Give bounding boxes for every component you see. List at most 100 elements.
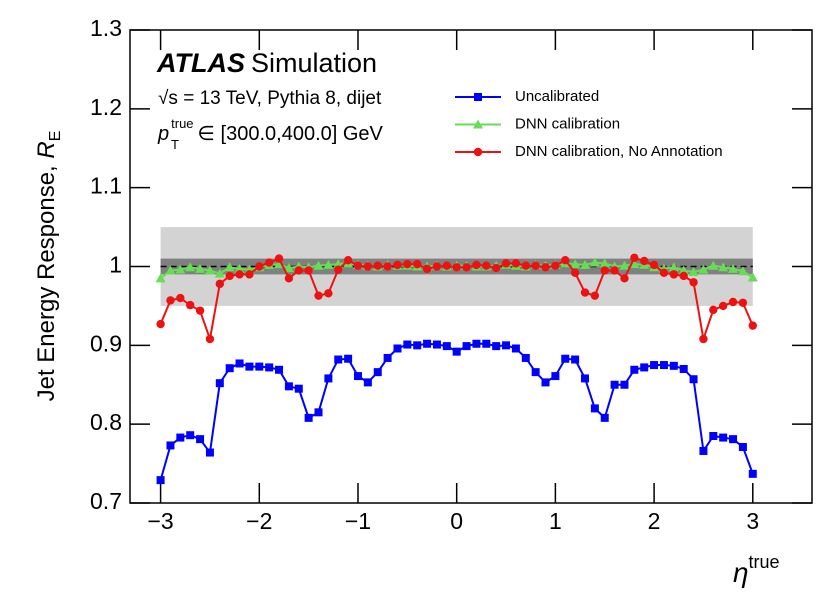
- marker: [501, 259, 511, 268]
- marker: [304, 266, 313, 275]
- marker: [688, 267, 699, 277]
- marker: [570, 268, 580, 278]
- marker: [551, 372, 560, 381]
- marker: [492, 342, 501, 351]
- marker: [205, 448, 214, 457]
- marker: [649, 260, 659, 270]
- marker: [719, 433, 728, 442]
- sub: T: [171, 137, 179, 152]
- marker: [629, 259, 640, 269]
- marker: [185, 262, 196, 272]
- marker: [610, 266, 619, 275]
- marker: [403, 340, 412, 349]
- marker: [590, 404, 599, 413]
- marker: [728, 297, 738, 307]
- y-tick-label: 1: [109, 252, 122, 278]
- marker: [541, 378, 550, 387]
- marker: [571, 355, 580, 364]
- legend-label: DNN calibration: [515, 115, 620, 132]
- plot-area: −3 −2 −1 0 1 2 3 0.7 0.8 0.9 1 1.1 1.2 1.3: [90, 15, 813, 534]
- marker: [531, 368, 540, 377]
- marker: [324, 289, 333, 298]
- marker: [482, 261, 491, 270]
- marker: [363, 378, 372, 387]
- marker: [166, 441, 175, 450]
- marker: [580, 374, 589, 383]
- marker: [224, 262, 235, 272]
- marker: [452, 263, 461, 272]
- marker: [155, 273, 166, 283]
- marker: [195, 263, 206, 273]
- marker: [195, 306, 205, 315]
- marker: [472, 260, 481, 270]
- marker: [294, 266, 303, 275]
- marker: [225, 271, 234, 281]
- marker: [619, 260, 630, 270]
- marker: [176, 433, 185, 442]
- marker: [511, 259, 521, 268]
- marker: [344, 354, 353, 363]
- marker: [630, 253, 639, 263]
- sup: true: [171, 116, 193, 131]
- x-tick-label: 3: [746, 508, 759, 534]
- marker: [196, 435, 205, 444]
- y-tick-label: 0.8: [90, 409, 122, 435]
- marker: [561, 255, 570, 265]
- marker: [640, 363, 649, 372]
- marker: [620, 380, 629, 389]
- legend-label: Uncalibrated: [515, 88, 599, 105]
- marker: [264, 258, 274, 267]
- marker: [255, 362, 264, 371]
- marker: [659, 361, 668, 370]
- marker: [620, 274, 629, 283]
- marker: [600, 413, 609, 422]
- marker: [472, 339, 481, 348]
- x-tick-label: −3: [147, 508, 173, 534]
- marker: [274, 259, 285, 269]
- marker: [689, 278, 698, 287]
- marker: [442, 261, 452, 270]
- y-label: Jet Energy Response, RE: [33, 131, 64, 402]
- marker: [156, 319, 165, 329]
- marker: [729, 435, 738, 444]
- y-tick-label: 0.9: [90, 330, 122, 356]
- marker: [245, 362, 254, 371]
- marker: [541, 263, 550, 272]
- range: ∈ [300.0,400.0] GeV: [192, 123, 384, 145]
- marker: [570, 259, 581, 269]
- marker: [334, 355, 343, 364]
- experiment: ATLAS: [156, 48, 245, 78]
- marker: [176, 293, 185, 303]
- marker: [234, 263, 245, 273]
- marker: [422, 264, 432, 274]
- x-label-sup: true: [749, 552, 780, 572]
- marker: [294, 384, 303, 393]
- marker: [521, 353, 530, 362]
- marker: [283, 263, 294, 273]
- marker: [255, 262, 264, 271]
- marker: [432, 340, 441, 349]
- marker: [214, 268, 225, 278]
- marker: [284, 382, 293, 391]
- marker: [175, 264, 186, 274]
- y-tick-label: 1.2: [90, 94, 122, 120]
- marker: [423, 339, 432, 348]
- marker: [334, 265, 343, 274]
- marker: [668, 262, 679, 272]
- marker: [491, 263, 501, 273]
- atlas-label: ATLAS Simulation: [156, 48, 377, 78]
- marker: [215, 379, 224, 388]
- marker: [590, 291, 600, 300]
- marker: [235, 270, 244, 279]
- marker: [452, 347, 461, 356]
- marker: [474, 93, 482, 101]
- marker: [511, 344, 520, 353]
- marker: [589, 257, 600, 267]
- marker: [235, 359, 244, 368]
- var: p: [157, 123, 169, 145]
- marker: [343, 255, 353, 265]
- x-tick-label: 2: [648, 508, 661, 534]
- marker: [748, 469, 757, 478]
